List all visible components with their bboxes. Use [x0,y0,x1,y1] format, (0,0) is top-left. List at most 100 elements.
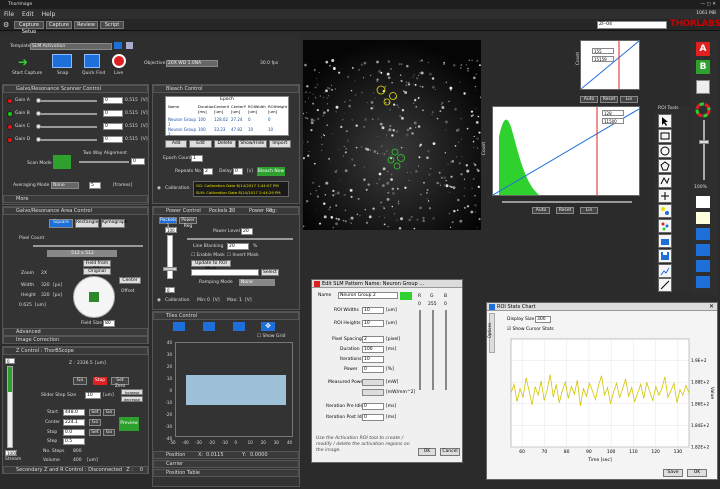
gain-a-slider[interactable] [37,100,97,102]
gain-d-value[interactable]: 0 [103,136,123,143]
measured-power-field[interactable] [362,379,384,386]
gain-b-slider[interactable] [37,113,97,115]
polygon-tool-icon[interactable] [658,159,672,173]
square-button[interactable]: Square [49,219,73,228]
histogram-1-max[interactable]: 155 [592,48,614,54]
move-arrows-icon[interactable]: ✥ [261,322,275,331]
scan-mode-button[interactable] [53,155,71,169]
power-slider-track[interactable] [167,235,173,279]
home-icon[interactable] [173,322,185,331]
tile-region[interactable] [186,375,286,405]
power-calibration-icon[interactable]: ◉ [157,298,161,303]
pattern-tool-icon[interactable] [658,219,672,233]
save-icon[interactable] [126,42,133,49]
start-value[interactable]: 448.0 [63,409,85,416]
ellipse-tool-icon[interactable] [658,144,672,158]
decrease-button[interactable]: decrease [121,396,143,402]
enable-mask-checkbox[interactable]: ☐ Enable Mask [191,253,225,258]
original-area-button[interactable]: Original Area [83,268,111,280]
power-top-value[interactable]: 100 [165,227,177,233]
two-way-slider[interactable] [79,161,129,163]
power-slider-thumb[interactable] [163,267,177,271]
power-field[interactable]: 0 [362,366,384,373]
color-wheel-icon[interactable] [694,102,712,118]
r-slider[interactable] [419,310,421,390]
start-set-button[interactable]: Set [89,409,101,416]
repeats-value[interactable]: 2 [203,168,213,175]
channel-d-indicator[interactable] [7,137,13,143]
menu-edit[interactable]: Edit [22,10,34,18]
delay-value[interactable]: 0 [233,168,243,175]
histogram-2-lin-button[interactable]: Lin [580,207,598,214]
target-icon[interactable] [203,322,215,331]
pencil-icon[interactable] [696,276,710,288]
chart-save-button[interactable]: Save [663,469,683,477]
objective-select[interactable]: 20X WD 1.0NA [166,60,218,67]
slm-cancel-button[interactable]: Cancel [440,448,460,456]
averaging-select[interactable]: None [51,182,79,189]
rectangle-tool-icon[interactable] [658,129,672,143]
roi-height-field[interactable]: 10 [362,320,384,327]
table-row[interactable]: Neuron Group 2 100 33.23 47.82 10 10 [168,127,274,137]
tiles-control-header[interactable]: Tiles Control [153,312,299,320]
roi-green[interactable] [397,154,405,162]
show-hide-button[interactable]: Show/Hide [238,140,267,148]
tab-script[interactable]: Script [100,21,124,29]
start-capture-icon[interactable]: ➜ [18,55,29,69]
chart-ok-button[interactable]: OK [687,469,707,477]
gain-b-value[interactable]: 0 [103,110,123,117]
gain-d-slider[interactable] [37,139,97,141]
menu-help[interactable]: Help [41,10,56,18]
tab-power-reg[interactable]: Power Reg [179,217,197,229]
show-cursor-checkbox[interactable]: ☑ Show Cursor Stats [507,327,554,332]
tiles-grid[interactable] [175,342,293,437]
z-top-value[interactable]: 0 [5,358,15,364]
area-control-header[interactable]: Galvo/Resonance Area Control [3,207,148,215]
add-button[interactable]: Add [165,140,188,148]
histogram-1-min[interactable]: 15159 [592,56,614,62]
stream-checkbox[interactable]: Stream [5,457,22,462]
options-tab[interactable]: Options [487,313,495,353]
power-density-field[interactable] [362,389,384,396]
histogram-1-lin-button[interactable]: Lin [620,96,638,103]
live-button[interactable] [112,54,126,68]
field-size-value[interactable]: 80 [103,320,115,327]
rectangle-button[interactable]: Rectangle [75,219,99,228]
roi-yellow[interactable] [389,92,397,100]
bleach-control-header[interactable]: Bleach Control [153,85,299,93]
export-icon[interactable] [696,260,710,272]
grid-icon[interactable] [233,322,245,331]
save-roi-icon[interactable] [658,249,672,263]
advanced-section[interactable]: Advanced [3,328,148,336]
roi-stats-chart[interactable]: 60 70 80 90 100 110 120 130 1.9E+2 1.88E+2 1.86E+… [497,335,715,463]
slm-ok-button[interactable]: OK [418,448,436,456]
calibration-icon[interactable]: ◉ [157,186,161,191]
roi-width-field[interactable]: 10 [362,307,384,314]
mask-path-field[interactable] [191,269,259,276]
gain-c-knob[interactable] [36,124,41,129]
menu-file[interactable]: File [4,10,15,18]
power-bottom-value[interactable]: 0 [165,287,175,293]
galvo-scanner-header[interactable]: Galvo/Resonance Scanner Control [3,85,148,93]
histogram-2-min[interactable]: 11500 [602,118,624,124]
channel-b-indicator[interactable] [7,111,13,117]
image-viewer[interactable] [303,40,481,230]
snap-button[interactable] [52,54,72,68]
display-size-field[interactable]: 300 [535,316,551,323]
stats-tool-icon[interactable] [658,264,672,278]
close-icon[interactable]: ✕ [708,303,714,310]
histogram-1-auto-button[interactable]: Auto [580,96,598,103]
carrier-section[interactable]: Carrier [153,460,299,468]
center-value[interactable]: 224.1 [63,419,85,426]
power-level-value[interactable]: 20 [241,228,253,235]
zoom-slider-track[interactable] [703,120,705,180]
histogram-2-max[interactable]: 128 [602,110,624,116]
roi-yellow[interactable] [376,85,386,95]
site-select[interactable]: ZF-04 [597,21,667,29]
histogram-2-reset-button[interactable]: Reset [556,207,574,214]
power-level-slider[interactable] [187,238,293,240]
ramping-mode-select[interactable]: None [239,279,275,286]
channel-toggle-icon[interactable] [696,80,710,94]
secondary-z-header[interactable]: Secondary Z and R Control : Disconnected… [3,466,148,474]
roi-green[interactable] [387,156,395,164]
